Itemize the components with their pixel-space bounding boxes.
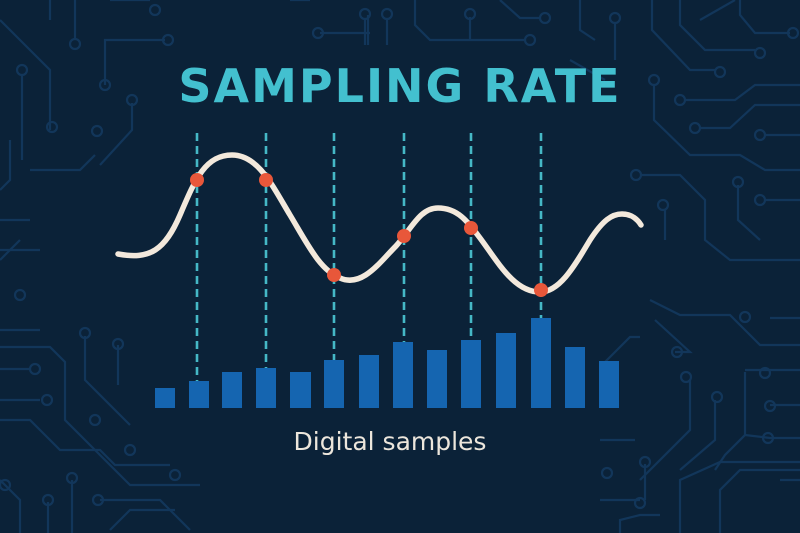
sample-bar-icon <box>393 342 413 408</box>
sample-bar-icon <box>565 347 585 408</box>
sample-point-icon <box>464 221 478 235</box>
sample-bar-icon <box>155 388 175 408</box>
sample-bar-icon <box>531 318 551 408</box>
sample-bar-icon <box>189 381 209 408</box>
sample-guide-lines <box>195 133 543 381</box>
sample-bar-icon <box>461 340 481 408</box>
sample-point-icon <box>327 268 341 282</box>
diagram-caption: Digital samples <box>293 427 487 456</box>
sample-point-icon <box>397 229 411 243</box>
sample-bar-icon <box>427 350 447 408</box>
sample-bar-icon <box>496 333 516 408</box>
sample-point-icon <box>534 283 548 297</box>
digital-sample-bars <box>155 318 619 408</box>
sample-bar-icon <box>290 372 311 408</box>
sample-bar-icon <box>256 368 276 408</box>
page-title: SAMPLING RATE <box>178 59 622 113</box>
sample-points <box>190 173 548 297</box>
sample-bar-icon <box>359 355 379 408</box>
sample-point-icon <box>190 173 204 187</box>
sample-bar-icon <box>222 372 242 408</box>
sample-bar-icon <box>324 360 344 408</box>
sample-point-icon <box>259 173 273 187</box>
sample-bar-icon <box>599 361 619 408</box>
